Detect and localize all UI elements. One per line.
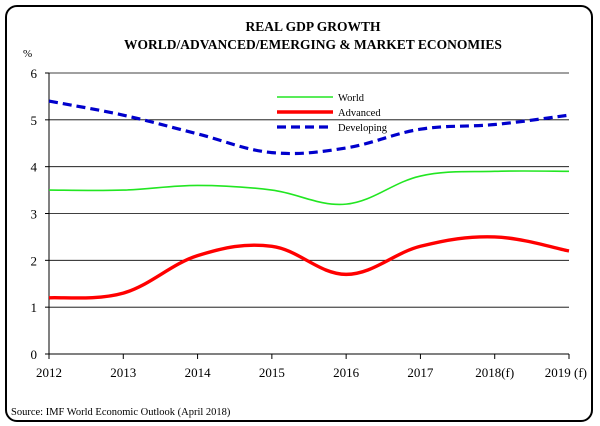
source-note: Source: IMF World Economic Outlook (Apri… — [11, 407, 231, 418]
y-tick-label: 6 — [31, 66, 38, 81]
legend: World Advanced Developing — [277, 93, 388, 134]
x-tick-labels: 2012 2013 2014 2015 2016 2017 2018(f) 2019 (f) — [36, 365, 587, 380]
y-tick-label: 2 — [31, 253, 38, 268]
series-line-world — [48, 170, 570, 206]
y-axis-unit-label: % — [23, 48, 32, 60]
x-tick-label: 2019 (f) — [545, 365, 587, 380]
x-tick-label: 2018(f) — [475, 365, 514, 380]
y-tick-label: 1 — [31, 300, 38, 315]
y-tick-labels: 0 1 2 3 4 5 6 — [31, 66, 38, 362]
y-tick-label: 5 — [31, 113, 38, 128]
x-tick-label: 2013 — [110, 365, 136, 380]
chart-frame: REAL GDP GROWTH WORLD/ADVANCED/EMERGING … — [5, 5, 593, 422]
x-tick-label: 2017 — [407, 365, 434, 380]
chart-subtitle: WORLD/ADVANCED/EMERGING & MARKET ECONOMI… — [124, 37, 502, 52]
series-line-developing — [48, 99, 570, 156]
y-tick-label: 4 — [31, 160, 38, 175]
x-tick-label: 2012 — [36, 365, 62, 380]
legend-label-developing: Developing — [338, 123, 388, 134]
chart-title: REAL GDP GROWTH — [245, 19, 381, 34]
series-line-advanced — [48, 235, 570, 300]
y-tick-label: 3 — [31, 207, 38, 222]
y-tick-label: 0 — [31, 347, 38, 362]
legend-label-advanced: Advanced — [338, 108, 381, 119]
x-tick-label: 2015 — [259, 365, 285, 380]
x-tick-label: 2016 — [333, 365, 360, 380]
gridlines — [49, 72, 569, 308]
x-tick-label: 2014 — [185, 365, 212, 380]
chart-svg: REAL GDP GROWTH WORLD/ADVANCED/EMERGING … — [11, 19, 587, 418]
series-lines — [48, 99, 570, 300]
legend-label-world: World — [338, 93, 365, 104]
axes — [45, 72, 570, 359]
